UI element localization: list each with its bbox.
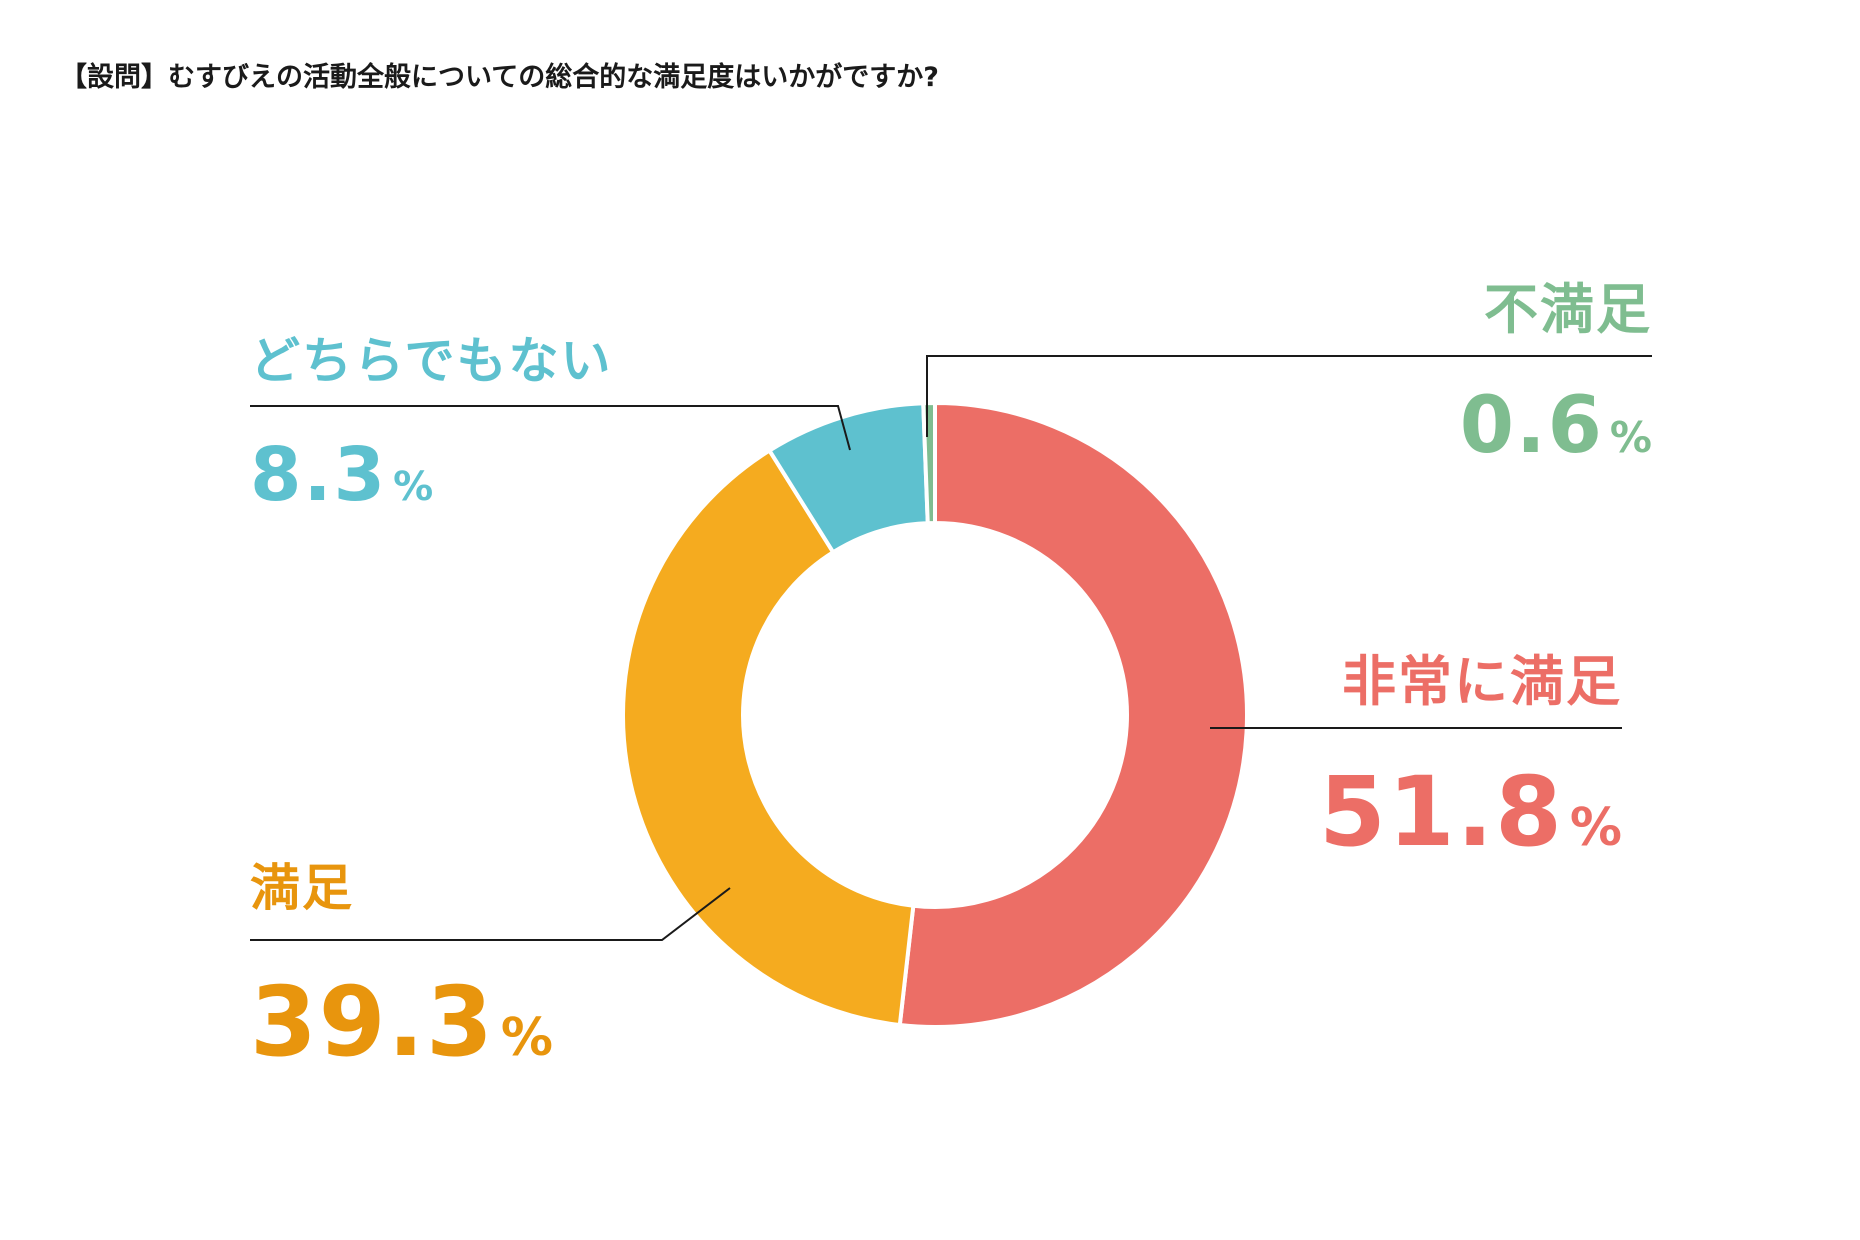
slice-percent-3: 0.6% bbox=[1460, 381, 1652, 471]
slice-unit-2: % bbox=[393, 464, 433, 510]
question-title: 【設問】むすびえの活動全般についての総合的な満足度はいかがですか? bbox=[60, 62, 939, 93]
slice-percent-1: 39.3% bbox=[250, 966, 553, 1078]
donut-slice-1 bbox=[621, 448, 916, 1028]
leader-line-1 bbox=[250, 887, 731, 941]
slice-percent-0: 51.8% bbox=[1319, 756, 1622, 868]
slice-label-1: 満足 bbox=[250, 859, 354, 917]
leader-line-2 bbox=[250, 405, 851, 451]
slice-label-0: 非常に満足 bbox=[1342, 650, 1622, 713]
slice-unit-1: % bbox=[501, 1008, 553, 1068]
leader-line-3 bbox=[926, 355, 1652, 437]
donut-slice-0 bbox=[897, 401, 1249, 1029]
slice-value-0: 51.8 bbox=[1319, 756, 1564, 868]
slice-value-2: 8.3 bbox=[250, 432, 387, 518]
slice-value-3: 0.6 bbox=[1460, 381, 1604, 471]
slice-unit-3: % bbox=[1610, 413, 1652, 462]
leader-lines bbox=[250, 355, 1652, 941]
slice-label-2: どちらでもない bbox=[250, 332, 613, 390]
donut-slices bbox=[621, 401, 1249, 1029]
slice-unit-0: % bbox=[1570, 798, 1622, 858]
slice-labels: 非常に満足 51.8 % 満足 39.3 % どちらでもない 8.3 % 不満足 0.6% bbox=[250, 278, 1652, 1078]
slice-percent-2: 8.3% bbox=[250, 432, 433, 518]
slice-value-1: 39.3 bbox=[250, 966, 495, 1078]
slice-label-3: 不満足 bbox=[1484, 278, 1652, 341]
